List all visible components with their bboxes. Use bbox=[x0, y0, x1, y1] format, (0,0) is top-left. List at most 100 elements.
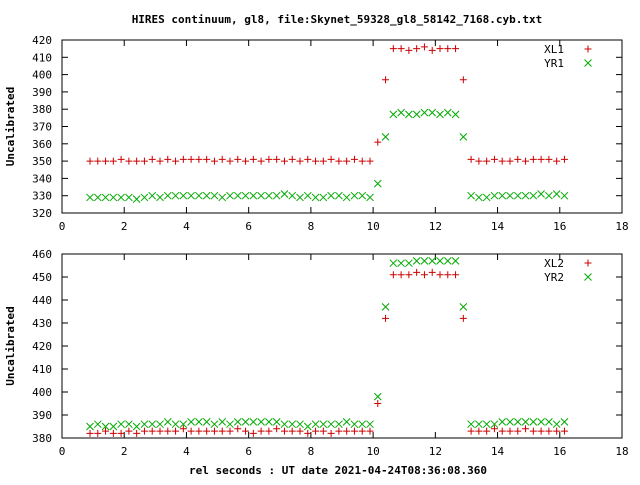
data-point bbox=[133, 157, 141, 165]
data-point bbox=[179, 420, 188, 429]
data-point bbox=[475, 427, 483, 435]
data-point bbox=[560, 418, 569, 426]
data-point bbox=[203, 155, 211, 163]
data-point bbox=[443, 108, 452, 117]
data-point bbox=[117, 429, 125, 437]
data-point bbox=[506, 418, 514, 426]
data-point bbox=[327, 155, 335, 163]
data-point bbox=[420, 108, 429, 117]
y-tick-label: 430 bbox=[32, 317, 52, 330]
data-point bbox=[265, 155, 273, 163]
data-point bbox=[303, 422, 312, 431]
data-point bbox=[226, 420, 234, 429]
chart-title: HIRES continuum, gl8, file:Skynet_59328_… bbox=[132, 13, 543, 26]
data-point bbox=[373, 179, 382, 188]
y-tick-label: 420 bbox=[32, 34, 52, 47]
data-point bbox=[459, 133, 468, 141]
data-point bbox=[397, 45, 405, 53]
data-point bbox=[350, 191, 359, 200]
data-point bbox=[483, 157, 491, 165]
y-axis-label: Uncalibrated bbox=[4, 306, 17, 385]
x-tick-label: 14 bbox=[491, 445, 505, 458]
data-point bbox=[280, 427, 288, 435]
data-point bbox=[312, 157, 320, 165]
data-point bbox=[350, 427, 358, 435]
data-point bbox=[483, 427, 491, 435]
data-point bbox=[389, 259, 398, 268]
x-tick-label: 16 bbox=[553, 445, 566, 458]
data-point bbox=[203, 427, 211, 435]
data-point bbox=[257, 191, 265, 200]
data-point bbox=[327, 420, 335, 429]
data-point bbox=[242, 427, 250, 435]
y-tick-label: 450 bbox=[32, 271, 52, 284]
data-point bbox=[444, 45, 452, 53]
data-point bbox=[102, 157, 110, 165]
data-point bbox=[265, 427, 273, 435]
legend-label: YR1 bbox=[544, 57, 564, 70]
data-point bbox=[195, 191, 203, 200]
data-point bbox=[545, 155, 553, 163]
x-tick-label: 2 bbox=[121, 445, 128, 458]
legend-label: XL1 bbox=[544, 43, 564, 56]
data-point bbox=[86, 429, 94, 437]
data-point bbox=[86, 157, 94, 165]
data-point bbox=[397, 259, 405, 268]
data-point bbox=[428, 46, 436, 54]
data-point bbox=[498, 157, 506, 165]
data-point bbox=[366, 193, 374, 202]
data-point bbox=[303, 191, 312, 200]
data-point bbox=[436, 110, 444, 119]
data-point bbox=[451, 257, 460, 265]
data-point bbox=[156, 157, 164, 165]
x-tick-label: 6 bbox=[245, 445, 252, 458]
data-point bbox=[202, 418, 211, 426]
data-point bbox=[490, 191, 499, 200]
data-point bbox=[234, 425, 242, 433]
data-point bbox=[397, 108, 405, 117]
data-point bbox=[296, 157, 304, 165]
legend-marker bbox=[584, 45, 592, 53]
data-point bbox=[560, 427, 568, 435]
x-tick-label: 14 bbox=[491, 220, 505, 233]
data-point bbox=[94, 157, 102, 165]
data-point bbox=[522, 425, 530, 433]
data-point bbox=[529, 427, 537, 435]
data-point bbox=[94, 429, 102, 437]
data-point bbox=[288, 191, 297, 200]
plot-panel-2: 0 2 4 6 8 10 12 14 16 18 380 390 400 410 420 430 440 450 4… bbox=[4, 248, 629, 458]
data-point bbox=[101, 422, 110, 431]
data-point bbox=[358, 157, 366, 165]
data-point bbox=[233, 191, 242, 200]
data-point bbox=[148, 155, 156, 163]
data-point bbox=[109, 429, 117, 437]
data-point bbox=[358, 427, 366, 435]
data-point bbox=[288, 420, 297, 429]
series-xl1 bbox=[86, 43, 568, 165]
data-point bbox=[560, 155, 568, 163]
data-point bbox=[156, 193, 164, 202]
data-point bbox=[350, 155, 358, 163]
data-point bbox=[319, 427, 327, 435]
y-tick-label: 390 bbox=[32, 86, 52, 99]
data-point bbox=[374, 400, 382, 407]
legend-marker bbox=[584, 259, 592, 267]
data-point bbox=[490, 155, 498, 163]
data-point bbox=[327, 429, 335, 437]
data-point bbox=[343, 157, 351, 165]
data-point bbox=[335, 157, 343, 165]
data-point bbox=[522, 157, 530, 165]
data-point bbox=[521, 191, 530, 200]
y-tick-label: 390 bbox=[32, 409, 52, 422]
data-point bbox=[552, 190, 561, 198]
data-point bbox=[358, 420, 367, 429]
data-point bbox=[218, 155, 226, 163]
data-point bbox=[172, 427, 180, 435]
data-point bbox=[296, 427, 304, 435]
y-tick-label: 400 bbox=[32, 386, 52, 399]
data-point bbox=[560, 191, 569, 200]
plot-frame bbox=[61, 253, 623, 439]
data-point bbox=[125, 420, 133, 429]
data-point bbox=[467, 427, 475, 435]
data-point bbox=[202, 191, 211, 200]
